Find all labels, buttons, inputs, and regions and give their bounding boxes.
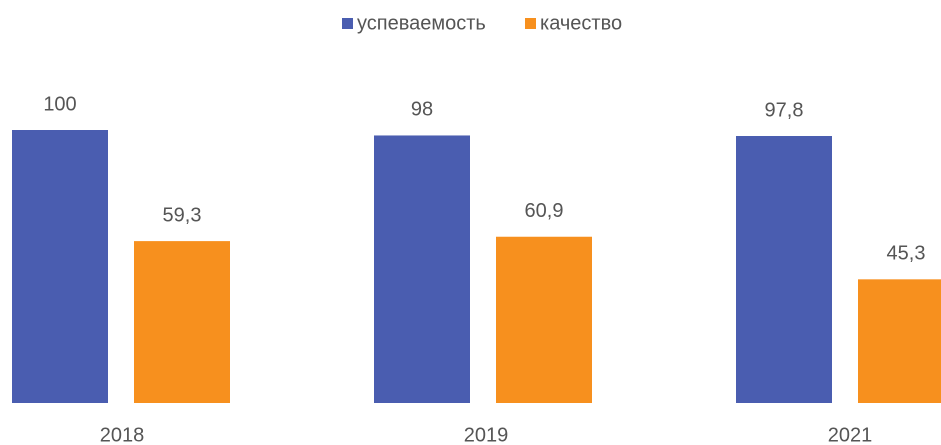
x-tick-label: 2021 — [828, 424, 873, 445]
bar — [858, 279, 941, 403]
data-label: 98 — [411, 99, 433, 121]
bar — [736, 136, 832, 404]
x-tick-label: 2018 — [100, 424, 145, 445]
data-label: 97,8 — [765, 99, 804, 121]
legend-label: качество — [540, 12, 622, 34]
legend-swatch — [342, 18, 353, 29]
bar — [496, 236, 592, 403]
data-label: 60,9 — [525, 200, 564, 222]
bar — [374, 135, 470, 403]
bar — [12, 130, 108, 403]
x-tick-label: 2019 — [464, 424, 509, 445]
data-label: 59,3 — [163, 204, 202, 226]
data-label: 100 — [43, 93, 76, 115]
legend-label: успеваемость — [357, 12, 486, 34]
legend-swatch — [525, 18, 536, 29]
bar — [134, 241, 230, 403]
data-label: 45,3 — [887, 243, 926, 265]
